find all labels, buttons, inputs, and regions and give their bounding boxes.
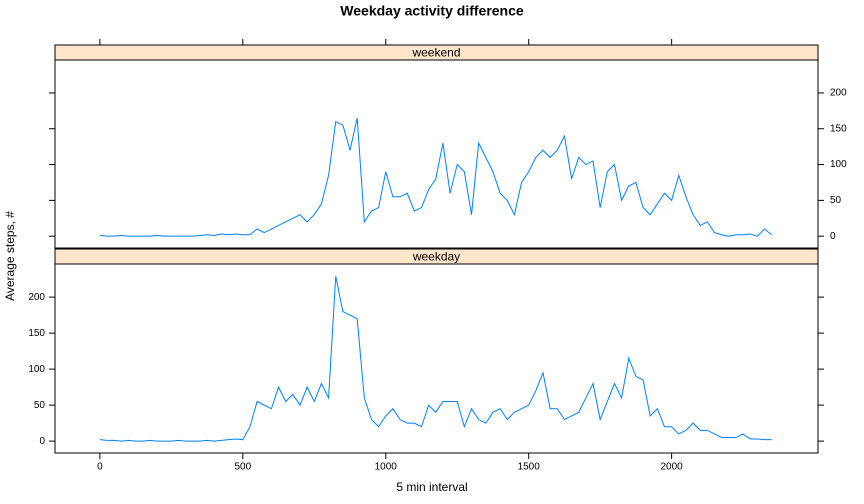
strip-label: weekend xyxy=(411,46,460,60)
x-axis-title: 5 min interval xyxy=(396,480,467,494)
panel-frame xyxy=(54,263,819,454)
y-tick-label: 100 xyxy=(830,159,847,170)
y-tick-label: 0 xyxy=(39,436,45,447)
x-tick-label: 1500 xyxy=(518,462,541,473)
y-tick-label: 200 xyxy=(830,88,847,99)
y-tick-label: 50 xyxy=(830,195,842,206)
strip-label: weekday xyxy=(412,250,460,264)
y-tick-label: 100 xyxy=(28,364,45,375)
panel-frame xyxy=(54,59,819,249)
x-tick-label: 1000 xyxy=(375,462,398,473)
y-tick-label: 200 xyxy=(28,292,45,303)
y-tick-label: 150 xyxy=(830,123,847,134)
y-axis-title: Average steps, # xyxy=(3,211,17,301)
y-tick-label: 150 xyxy=(28,328,45,339)
x-tick-label: 500 xyxy=(234,462,251,473)
line-series xyxy=(99,117,773,237)
y-tick-label: 0 xyxy=(830,231,836,242)
line-series xyxy=(99,276,772,442)
y-tick-label: 50 xyxy=(34,400,46,411)
chart-title: Weekday activity difference xyxy=(340,3,524,19)
x-tick-label: 2000 xyxy=(661,462,684,473)
x-tick-label: 0 xyxy=(97,462,103,473)
